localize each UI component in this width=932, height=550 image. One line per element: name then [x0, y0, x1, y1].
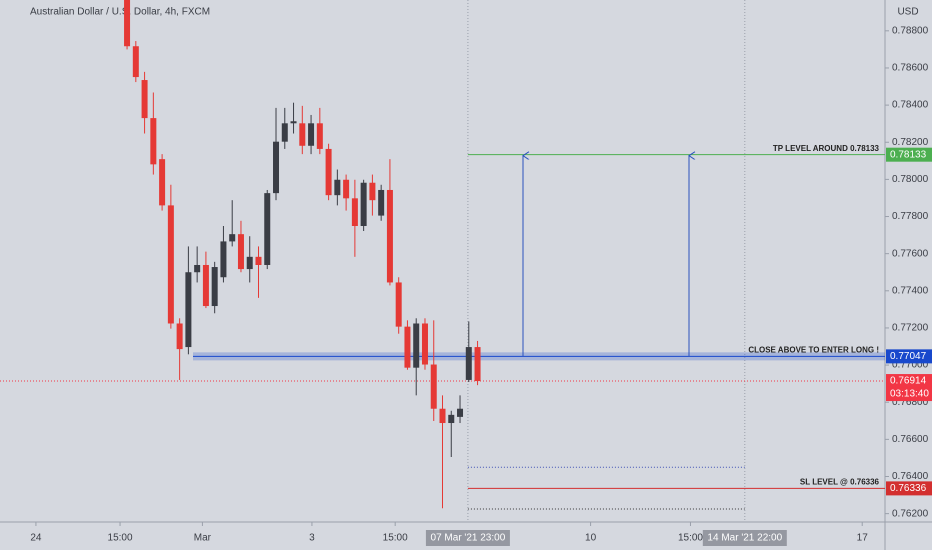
candle-body: [430, 364, 437, 409]
level-tag: 0.77047: [890, 351, 927, 362]
x-tick-label: 24: [30, 533, 42, 544]
candle-body: [150, 118, 157, 165]
level-label: CLOSE ABOVE TO ENTER LONG !: [748, 345, 879, 354]
candle-body: [281, 123, 288, 142]
candle-body: [457, 408, 464, 417]
candle-body: [395, 282, 402, 327]
countdown-tag-bg: [886, 387, 932, 402]
candle-body: [351, 198, 358, 226]
candle-body: [378, 189, 385, 216]
y-tick-label: 0.77400: [892, 285, 929, 296]
level-tag-bg: [886, 349, 932, 364]
candle-body: [421, 323, 428, 365]
candle-body: [413, 323, 420, 368]
candle-body: [290, 121, 297, 124]
level-tag: 0.78133: [890, 149, 927, 160]
candle-body: [448, 414, 455, 424]
candle-body: [132, 46, 139, 78]
last-price-tag: 0.76914: [890, 376, 927, 387]
x-tick-label: 3: [309, 533, 315, 544]
y-axis-label: USD: [897, 7, 918, 18]
candle-body: [264, 193, 271, 265]
crosshair-label: 07 Mar '21 23:00: [431, 533, 506, 544]
candle-body: [211, 267, 218, 307]
x-tick-label: 10: [585, 533, 597, 544]
candle-body: [404, 326, 411, 368]
last-price-tag-bg: [886, 374, 932, 389]
x-tick-label: 15:00: [108, 533, 133, 544]
candle-body: [343, 179, 350, 199]
y-tick-label: 0.76200: [892, 508, 929, 519]
level-tag: 0.76336: [890, 483, 927, 494]
candle-body: [369, 182, 376, 201]
candle-body: [220, 241, 227, 278]
level-label: TP LEVEL AROUND 0.78133: [773, 144, 880, 153]
y-tick-label: 0.78200: [892, 137, 929, 148]
candle-body: [237, 234, 244, 270]
y-tick-label: 0.78000: [892, 174, 929, 185]
y-tick-label: 0.77000: [892, 360, 929, 371]
y-tick-label: 0.78400: [892, 100, 929, 111]
x-tick-label: 17: [857, 533, 869, 544]
crosshair-label-bg: [702, 530, 787, 546]
y-tick-label: 0.78600: [892, 63, 929, 74]
level-tag-bg: [886, 147, 932, 162]
candle-body: [325, 148, 332, 196]
candle-body: [255, 256, 262, 265]
candle-body: [334, 179, 341, 196]
candle-body: [185, 272, 192, 348]
y-tick-label: 0.77800: [892, 211, 929, 222]
crosshair-label: 14 Mar '21 22:00: [707, 533, 782, 544]
x-tick-label: Mar: [194, 533, 212, 544]
candle-body: [124, 0, 131, 47]
candle-body: [273, 141, 280, 194]
candle-body: [202, 264, 209, 307]
candle-body: [159, 159, 166, 206]
candle-body: [194, 264, 201, 273]
chart-title: Australian Dollar / U.S. Dollar, 4h, FXC…: [30, 7, 210, 18]
y-tick-label: 0.77200: [892, 323, 929, 334]
candle-body: [176, 323, 183, 350]
candle-body: [299, 123, 306, 146]
x-tick-label: 15:00: [678, 533, 703, 544]
y-tick-label: 0.77600: [892, 248, 929, 259]
candle-body: [316, 123, 323, 149]
candle-body: [141, 80, 148, 119]
x-tick-label: 15:00: [383, 533, 408, 544]
y-tick-label: 0.76400: [892, 471, 929, 482]
candle-body: [386, 189, 393, 283]
candle-body: [474, 347, 481, 382]
crosshair-label-bg: [425, 530, 510, 546]
y-tick-label: 0.76600: [892, 434, 929, 445]
level-label: SL LEVEL @ 0.76336: [800, 477, 880, 486]
candle-body: [246, 256, 253, 270]
candle-body: [229, 234, 236, 242]
candle-body: [308, 123, 315, 146]
y-tick-label: 0.76800: [892, 397, 929, 408]
level-tag-bg: [886, 481, 932, 496]
countdown-tag: 03:13:40: [890, 389, 929, 400]
candle-body: [439, 408, 446, 424]
candle-body: [465, 347, 472, 380]
y-tick-label: 0.78800: [892, 25, 929, 36]
candle-body: [360, 182, 367, 226]
candle-body: [167, 205, 174, 324]
